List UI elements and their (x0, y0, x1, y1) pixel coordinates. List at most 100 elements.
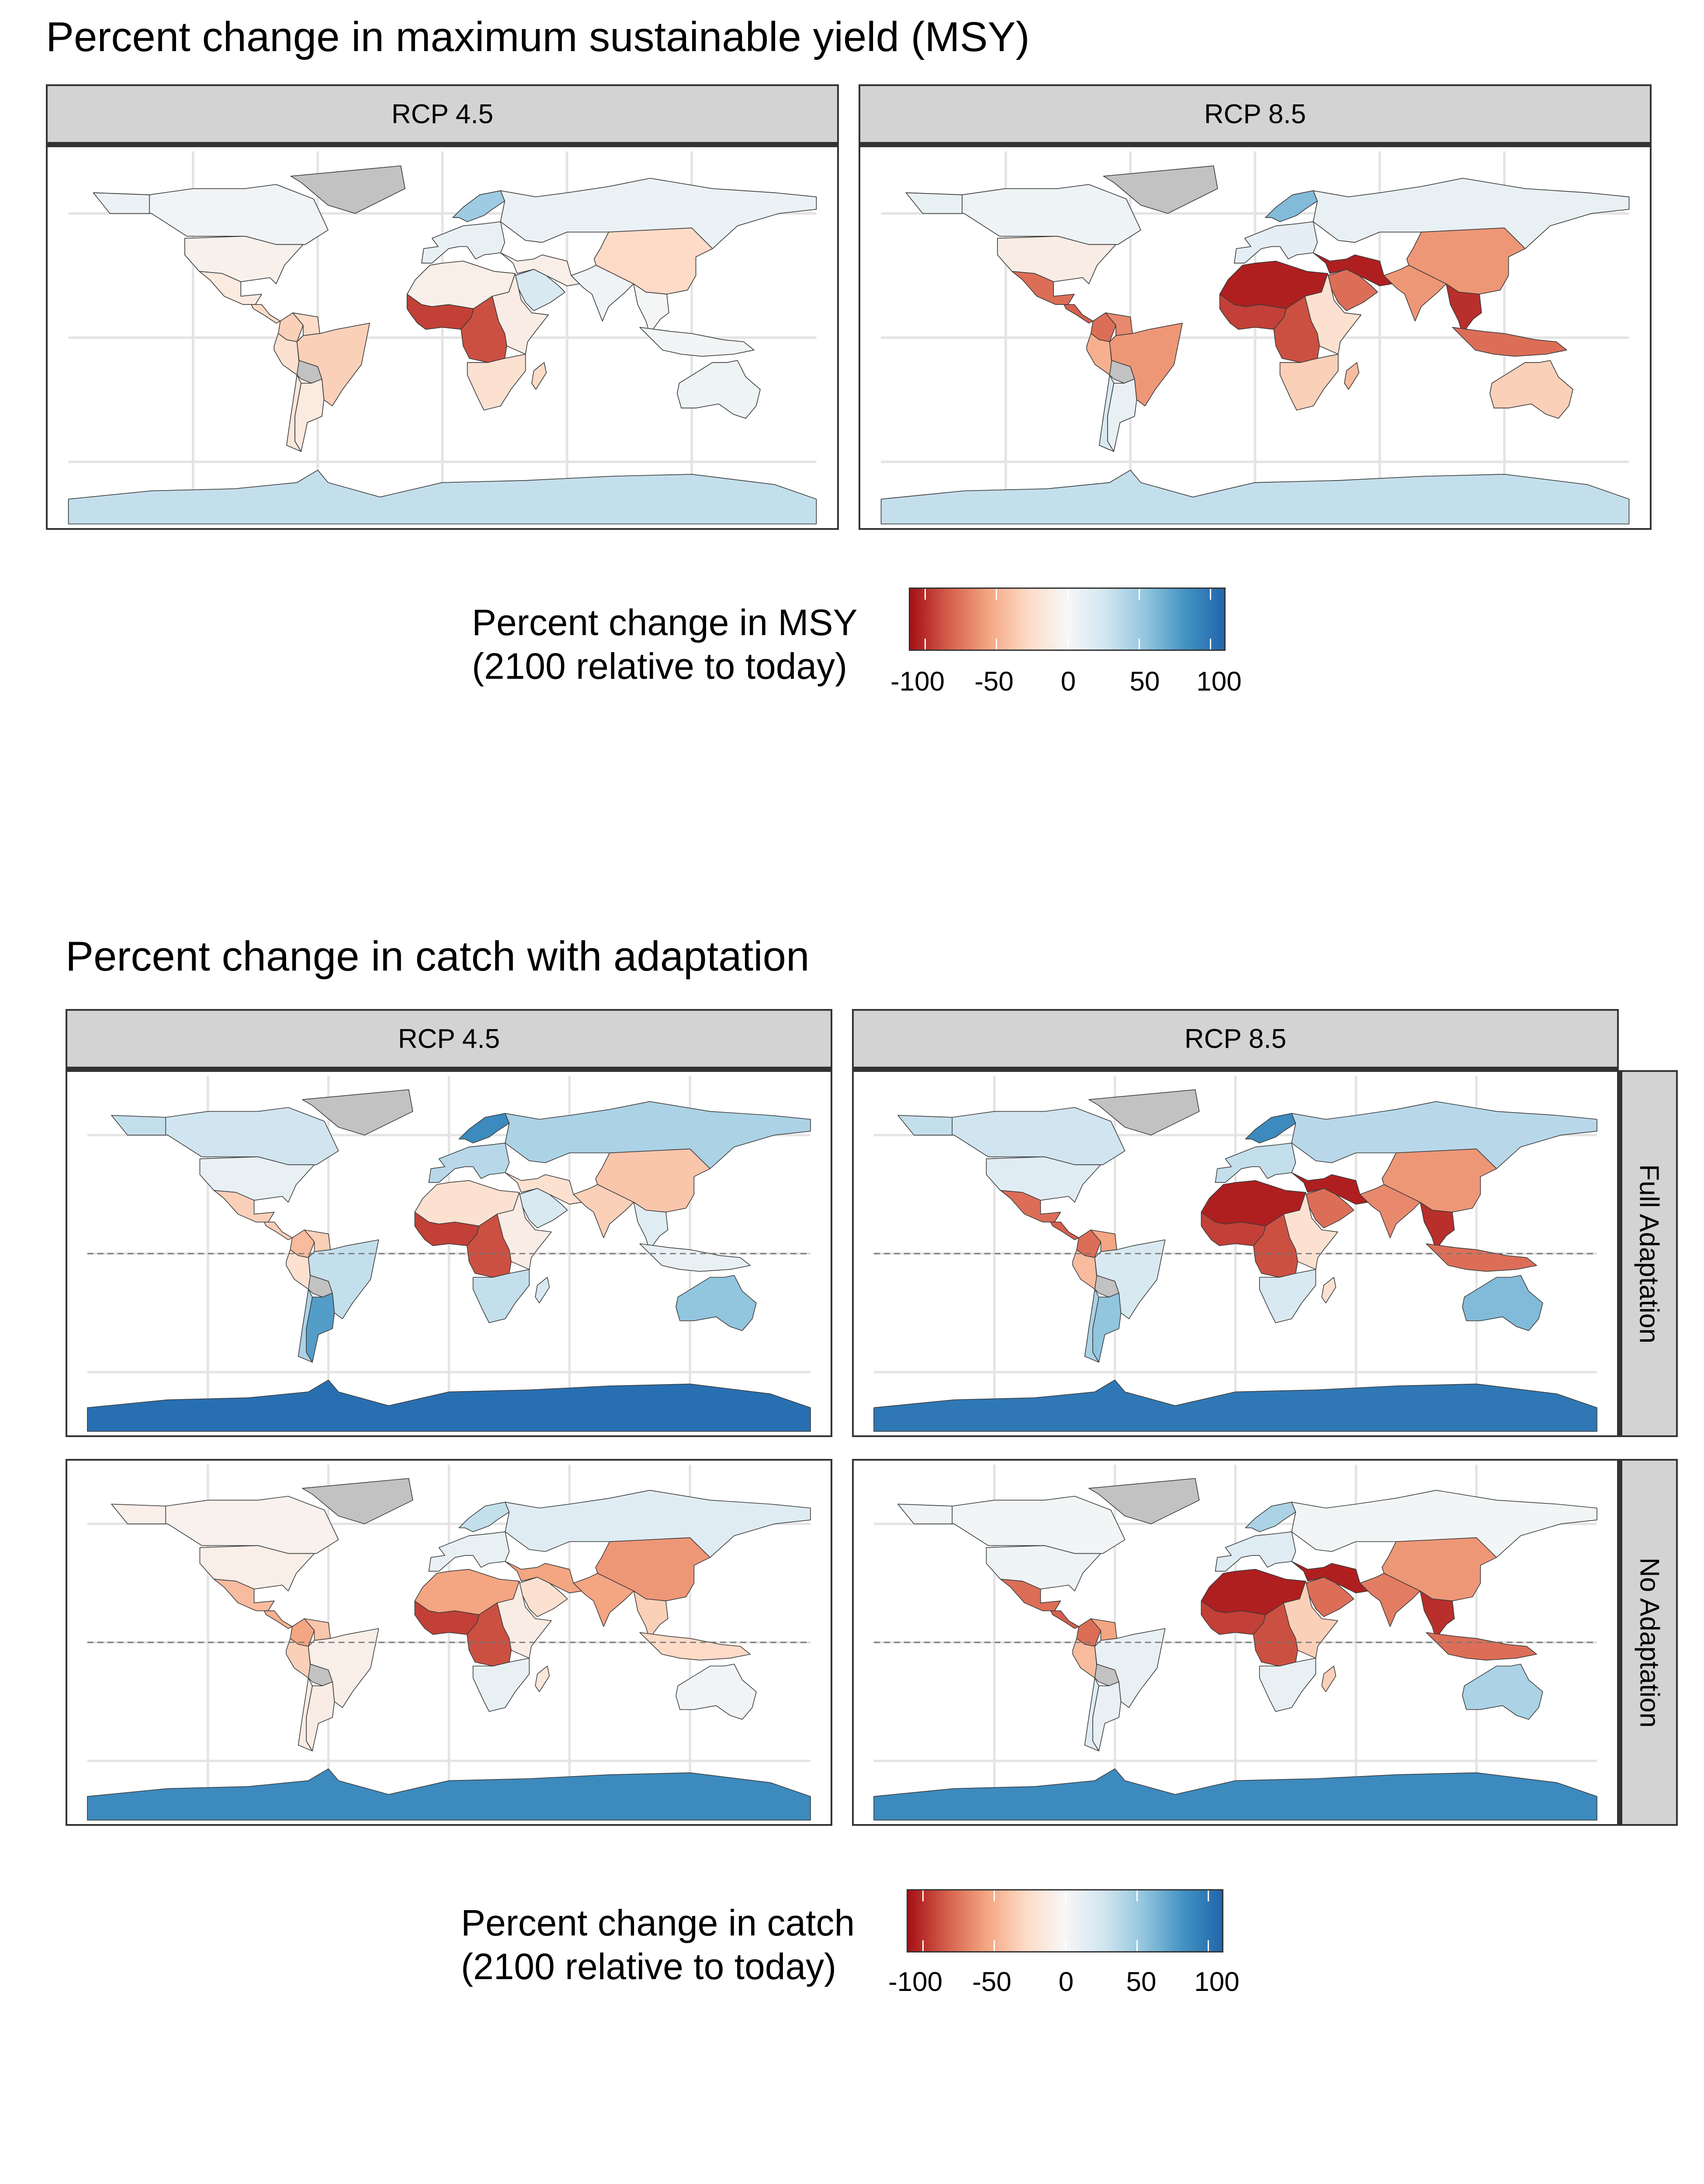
region-india (573, 1572, 634, 1627)
region-indonesia (639, 1243, 751, 1272)
catch-strip-no-adaptation-label: No Adaptation (1634, 1557, 1664, 1728)
world-map-svg (873, 1076, 1597, 1432)
region-canada (111, 1107, 339, 1165)
region-greenland (290, 165, 405, 214)
region-arabia (1305, 1188, 1354, 1229)
region-central-america (251, 304, 281, 324)
region-canada (897, 1107, 1126, 1165)
region-southeast-asia (633, 1202, 668, 1252)
region-india (571, 265, 634, 321)
region-central-america (263, 1221, 293, 1241)
region-russia (500, 178, 817, 249)
region-scandinavia (1245, 1113, 1296, 1144)
region-europe (421, 221, 505, 264)
region-chile (298, 1289, 313, 1363)
region-russia (505, 1490, 811, 1558)
catch-strip-full-adaptation-label: Full Adaptation (1634, 1164, 1664, 1344)
world-map-svg (880, 151, 1630, 525)
region-antarctica (87, 1768, 811, 1821)
region-europe (1215, 1142, 1296, 1183)
region-mexico (1000, 1190, 1061, 1223)
catch-legend-tick-100: 100 (1194, 1967, 1240, 1997)
catch-legend-tick-neg50: -50 (972, 1967, 1011, 1997)
colorbar-tick-mark (1210, 638, 1212, 650)
region-madagascar (535, 1666, 550, 1692)
region-usa (986, 1545, 1101, 1592)
catch-legend-tick-50: 50 (1126, 1967, 1157, 1997)
region-central-america (263, 1610, 293, 1629)
region-usa (997, 235, 1116, 284)
region-brazil (308, 1239, 379, 1320)
catch-strip-rcp45: RCP 4.5 (66, 1009, 832, 1070)
msy-legend-title-line2: (2100 relative to today) (472, 646, 848, 687)
region-russia (1313, 178, 1630, 249)
region-north-america (111, 1115, 166, 1136)
region-canada (905, 184, 1141, 245)
region-southeast-asia (1446, 283, 1482, 336)
region-brazil (1094, 1239, 1166, 1320)
world-map-svg (68, 151, 817, 525)
region-south-africa (472, 1658, 530, 1712)
colorbar-tick-mark (1065, 1890, 1067, 1902)
colorbar-tick-mark (1136, 1890, 1138, 1902)
region-chile (1084, 1289, 1099, 1363)
region-central-africa (1253, 1602, 1298, 1667)
colorbar-tick-mark (922, 1890, 924, 1902)
catch-map-none-rcp85 (852, 1459, 1619, 1826)
region-europe (428, 1142, 510, 1183)
msy-map-rcp45 (46, 145, 839, 530)
region-australia (677, 360, 761, 419)
region-scandinavia (452, 190, 505, 222)
colorbar-tick-mark (994, 1940, 995, 1951)
catch-legend-colorbar (907, 1889, 1223, 1952)
region-north-america (111, 1503, 166, 1524)
catch-map-none-rcp45 (66, 1459, 832, 1826)
colorbar-tick-mark (1138, 638, 1140, 650)
region-india (573, 1184, 634, 1238)
region-usa (986, 1156, 1101, 1203)
region-arabia (1327, 269, 1378, 311)
region-mexico (199, 271, 262, 305)
region-greenland (302, 1478, 413, 1524)
region-brazil (1109, 322, 1183, 407)
region-arabia (519, 1576, 568, 1617)
region-australia (675, 1663, 757, 1720)
region-southeast-asia (633, 1590, 668, 1641)
region-middle-east (505, 1172, 582, 1205)
region-chile (286, 374, 301, 452)
msy-legend-tick-100: 100 (1196, 667, 1242, 697)
colorbar-tick-mark (1208, 1890, 1209, 1902)
colorbar-tick-mark (1136, 1940, 1138, 1951)
region-usa (184, 235, 304, 284)
region-scandinavia (458, 1502, 510, 1532)
region-north-america (905, 192, 963, 214)
region-europe (428, 1531, 510, 1572)
region-madagascar (535, 1277, 550, 1303)
region-central-africa (467, 1213, 512, 1278)
region-russia (1291, 1490, 1597, 1558)
world-map-svg (873, 1465, 1597, 1821)
region-southeast-asia (633, 283, 669, 336)
region-central-america (1050, 1610, 1079, 1629)
region-madagascar (1344, 362, 1360, 390)
catch-strip-no-adaptation: No Adaptation (1619, 1459, 1678, 1826)
msy-strip-rcp45: RCP 4.5 (46, 84, 839, 145)
region-mexico (1000, 1579, 1061, 1611)
colorbar-tick-mark (1065, 1940, 1067, 1951)
region-brazil (308, 1628, 379, 1708)
region-greenland (1088, 1478, 1200, 1524)
colorbar-tick-mark (996, 638, 997, 650)
region-india (1383, 265, 1447, 321)
msy-strip-rcp85-label: RCP 8.5 (1204, 99, 1306, 129)
colorbar-tick-mark (924, 589, 926, 600)
region-chile (298, 1677, 313, 1752)
region-antarctica (68, 470, 817, 525)
region-brazil (296, 322, 370, 407)
region-australia (1462, 1663, 1543, 1720)
region-antarctica (873, 1768, 1597, 1821)
region-australia (675, 1275, 757, 1331)
region-scandinavia (1265, 190, 1318, 222)
msy-strip-rcp85: RCP 8.5 (859, 84, 1652, 145)
msy-legend-title: Percent change in MSY (2100 relative to … (472, 601, 858, 688)
world-map-svg (87, 1465, 811, 1821)
